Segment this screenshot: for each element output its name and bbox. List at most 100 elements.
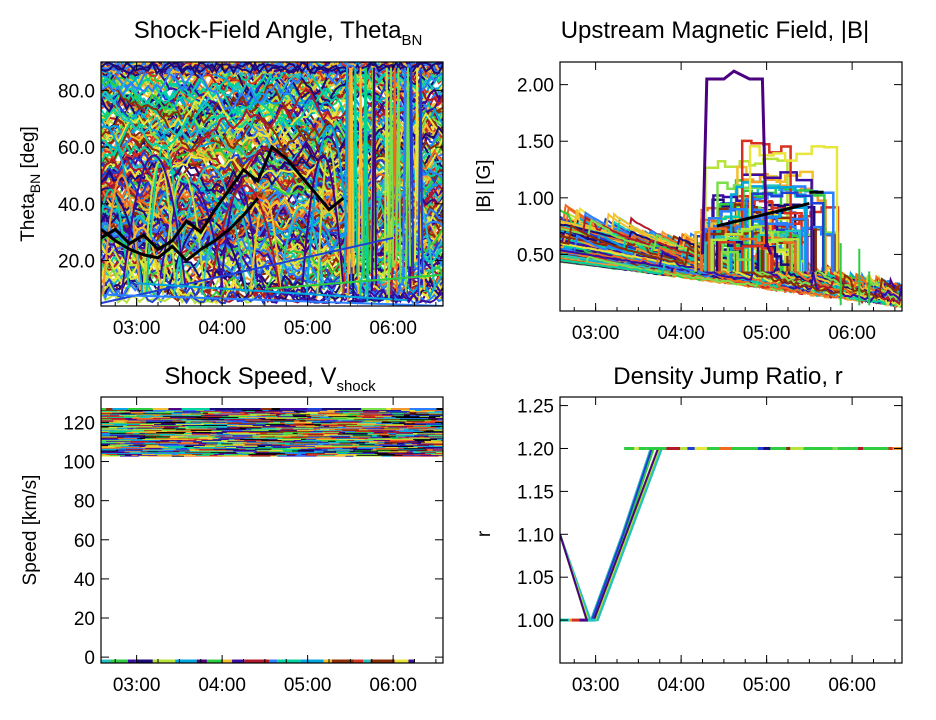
ratio-xtick-label: 06:00 xyxy=(828,675,876,696)
speed-ytick-label: 100 xyxy=(63,453,95,474)
bfield-burst-line xyxy=(748,145,839,272)
ratio-series-line xyxy=(560,447,902,622)
ratio-series-line xyxy=(560,447,902,622)
panel-bfield: Upstream Magnetic Field, |B| |B| [G] 03:… xyxy=(474,17,903,344)
panel-speed: Shock Speed, Vshock Speed [km/s] 03:00 04… xyxy=(20,363,444,696)
panel-theta: Shock-Field Angle, ThetaBN ThetaBN [deg]… xyxy=(18,17,444,339)
ratio-series-line xyxy=(560,447,902,622)
speed-series-group xyxy=(101,408,443,663)
theta-xtick-label: 05:00 xyxy=(284,318,332,339)
bfield-burst-line xyxy=(716,181,769,272)
theta-series-arch xyxy=(161,173,206,295)
ratio-series-line xyxy=(560,447,902,622)
ratio-series-line xyxy=(560,447,902,622)
bfield-xtick-label: 06:00 xyxy=(828,323,876,344)
bfield-black-series xyxy=(716,202,810,228)
speed-ytick-label: 80 xyxy=(74,492,95,513)
bfield-xtick-label: 04:00 xyxy=(657,323,705,344)
ratio-series-line xyxy=(560,447,902,622)
theta-ytick-label: 80.0 xyxy=(58,81,95,102)
theta-xtick-label: 03:00 xyxy=(113,318,161,339)
ratio-series-line xyxy=(560,447,902,622)
theta-series-spike xyxy=(383,67,390,291)
bfield-title: Upstream Magnetic Field, |B| xyxy=(561,17,870,44)
speed-ticks: 03:00 04:00 05:00 06:00 0 20 40 60 80 100 120 xyxy=(63,397,443,696)
bfield-ytick-label: 1.50 xyxy=(517,132,554,153)
speed-ytick-label: 40 xyxy=(74,570,95,591)
theta-xtick-label: 06:00 xyxy=(369,318,417,339)
bfield-burst-line xyxy=(751,191,825,272)
ratio-ytick-label: 1.20 xyxy=(517,439,554,460)
theta-series-arch xyxy=(120,154,187,295)
theta-series-arch xyxy=(316,148,343,295)
bfield-burst-line xyxy=(705,226,764,272)
bfield-axes-box xyxy=(559,61,903,312)
theta-series-line xyxy=(108,293,443,306)
theta-series-arch xyxy=(101,188,130,289)
ratio-xtick-label: 03:00 xyxy=(572,675,620,696)
theta-series-arch xyxy=(102,174,141,295)
theta-ticks: 03:00 04:00 05:00 06:00 20.0 40.0 60.0 80.0 xyxy=(58,62,443,339)
theta-ylabel: ThetaBN [deg] xyxy=(18,126,43,242)
bfield-burst-line xyxy=(729,181,807,272)
theta-series-spike xyxy=(357,67,364,295)
ratio-axes-box xyxy=(559,396,903,664)
bfield-xtick-label: 05:00 xyxy=(743,323,791,344)
ratio-series-line xyxy=(560,447,902,622)
theta-series-line xyxy=(264,273,443,290)
ratio-title: Density Jump Ratio, r xyxy=(613,363,842,390)
bfield-burst-line xyxy=(740,139,792,272)
theta-black-series xyxy=(101,144,345,252)
bfield-burst-line xyxy=(710,225,800,272)
ratio-plot-area xyxy=(560,446,902,622)
ratio-series-line xyxy=(560,447,902,622)
ratio-ytick-label: 1.00 xyxy=(517,611,554,632)
ratio-series-line xyxy=(560,447,902,622)
theta-series-spike xyxy=(362,67,369,302)
theta-black-series xyxy=(101,197,259,263)
speed-title: Shock Speed, Vshock xyxy=(164,363,376,395)
bfield-ytick-label: 2.00 xyxy=(517,76,554,97)
ratio-series-line xyxy=(560,447,902,622)
bfield-ticks: 03:00 04:00 05:00 06:00 0.50 1.00 1.50 2.00 xyxy=(517,62,902,344)
ratio-ticks: 03:00 04:00 05:00 06:00 1.00 1.05 1.10 1.15 1.20… xyxy=(517,397,902,696)
bfield-peak-series xyxy=(701,69,773,255)
bfield-burst-line xyxy=(718,241,773,272)
ratio-series-line xyxy=(560,447,902,622)
ratio-series-line xyxy=(560,447,902,622)
theta-series-arch xyxy=(219,185,259,295)
ratio-xtick-label: 04:00 xyxy=(657,675,705,696)
bfield-series-line xyxy=(560,249,902,303)
theta-series-spike xyxy=(348,67,355,275)
ratio-ytick-label: 1.25 xyxy=(517,397,554,418)
bfield-ytick-label: 1.00 xyxy=(517,189,554,210)
ratio-ytick-label: 1.10 xyxy=(517,525,554,546)
theta-series-group xyxy=(101,62,443,306)
bfield-series-group xyxy=(560,69,902,309)
theta-series-arch xyxy=(120,226,163,295)
theta-series-spike xyxy=(395,67,402,283)
ratio-series-line xyxy=(560,447,902,622)
theta-ytick-label: 40.0 xyxy=(58,195,95,216)
speed-xtick-label: 06:00 xyxy=(369,675,417,696)
speed-xtick-label: 04:00 xyxy=(198,675,246,696)
theta-series-arch xyxy=(249,199,282,295)
theta-series-spike xyxy=(371,67,378,292)
speed-ytick-label: 0 xyxy=(84,648,95,669)
theta-series-spike xyxy=(387,67,395,300)
ratio-series-line xyxy=(560,447,902,622)
bfield-burst-line xyxy=(711,241,755,272)
theta-series-arch xyxy=(142,160,176,295)
bfield-ylabel: |B| [G] xyxy=(474,159,495,212)
theta-axes-box xyxy=(100,61,444,307)
ratio-xtick-label: 05:00 xyxy=(743,675,791,696)
ratio-series-line xyxy=(560,447,902,622)
speed-ytick-label: 20 xyxy=(74,609,95,630)
ratio-series-line xyxy=(560,447,902,622)
ratio-series-line xyxy=(560,447,902,622)
theta-series-spike xyxy=(404,67,412,293)
theta-series-arch xyxy=(200,193,257,295)
ratio-series-line xyxy=(560,447,902,622)
ratio-series-group xyxy=(560,446,902,622)
